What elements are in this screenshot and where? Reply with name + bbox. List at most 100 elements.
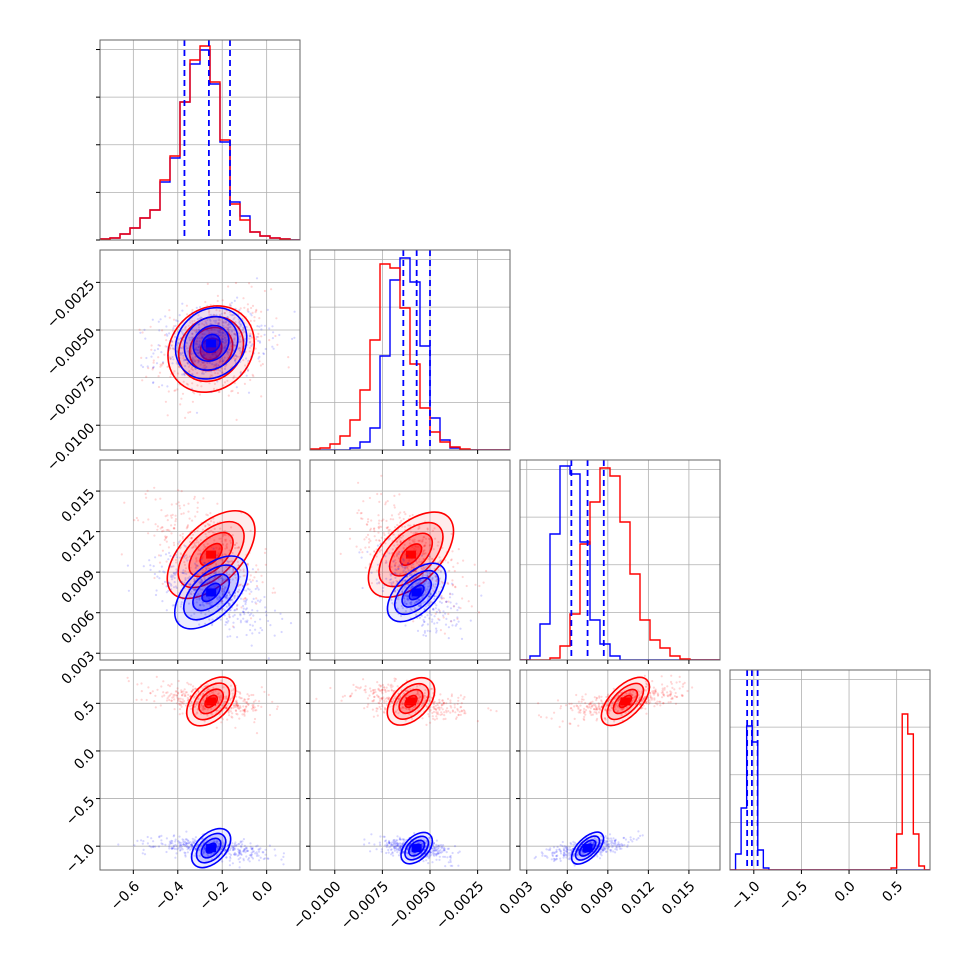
- sample-point: [379, 835, 382, 838]
- sample-point: [175, 694, 178, 697]
- sample-point: [222, 321, 225, 324]
- sample-point: [225, 696, 228, 699]
- sample-point: [153, 486, 156, 489]
- sample-point: [220, 338, 223, 341]
- sample-point: [242, 297, 245, 300]
- sample-point: [188, 370, 191, 373]
- sample-point: [401, 525, 404, 528]
- sample-point: [251, 848, 254, 851]
- sample-point: [157, 375, 160, 378]
- sample-point: [263, 595, 266, 599]
- sample-point: [170, 584, 173, 587]
- sample-point: [369, 690, 373, 693]
- sample-point: [217, 318, 220, 321]
- sample-point: [229, 325, 232, 329]
- sample-point: [222, 320, 225, 323]
- sample-point: [391, 552, 394, 555]
- sample-point: [226, 323, 229, 327]
- sample-point: [193, 392, 196, 395]
- sample-point: [204, 370, 207, 373]
- sample-point: [197, 346, 200, 349]
- sample-point: [180, 845, 183, 848]
- sample-point: [154, 593, 158, 597]
- sample-point: [246, 309, 249, 312]
- sample-point: [444, 717, 447, 721]
- sample-point: [251, 568, 254, 571]
- sample-point: [172, 574, 175, 577]
- sample-point: [366, 550, 369, 554]
- sample-point: [390, 853, 393, 856]
- sample-point: [190, 537, 193, 540]
- sample-point: [267, 693, 270, 697]
- sample-point: [406, 598, 409, 601]
- sample-point: [416, 583, 419, 586]
- sample-point: [170, 578, 174, 581]
- sample-point: [396, 708, 399, 711]
- sample-point: [168, 840, 171, 843]
- sample-point: [398, 846, 401, 849]
- sample-point: [172, 693, 175, 697]
- sample-point: [250, 306, 253, 310]
- sample-point: [477, 611, 481, 614]
- sample-point: [194, 687, 197, 690]
- sample-point: [431, 557, 434, 561]
- sample-point: [171, 355, 174, 359]
- sample-point: [268, 713, 272, 717]
- sample-point: [178, 356, 181, 360]
- sample-point: [228, 615, 231, 618]
- sample-point: [171, 576, 174, 579]
- sample-point: [168, 845, 171, 848]
- sample-point: [239, 575, 242, 578]
- sample-point: [195, 539, 198, 542]
- sample-point: [173, 586, 176, 589]
- sample-point: [392, 854, 395, 857]
- sample-point: [393, 494, 396, 497]
- sample-point: [181, 532, 184, 535]
- sample-point: [398, 493, 401, 496]
- sample-point: [226, 543, 229, 546]
- sample-point: [190, 847, 193, 850]
- sample-point: [201, 601, 204, 604]
- sample-point: [203, 361, 206, 364]
- sample-point: [165, 837, 168, 840]
- sample-point: [191, 332, 194, 335]
- sample-point: [170, 847, 173, 850]
- sample-point: [170, 692, 173, 695]
- sample-point: [421, 567, 424, 570]
- sample-point: [238, 717, 241, 720]
- sample-point: [423, 631, 426, 634]
- peak-blue: [206, 588, 217, 597]
- sample-point: [170, 683, 173, 686]
- sample-point: [221, 579, 224, 582]
- sample-point: [258, 325, 261, 328]
- sample-point: [209, 319, 212, 322]
- sample-point: [278, 333, 281, 337]
- sample-point: [216, 380, 219, 383]
- sample-point: [431, 577, 434, 580]
- sample-point: [234, 726, 237, 729]
- sample-point: [594, 708, 597, 711]
- sample-point: [180, 330, 183, 333]
- sample-point: [223, 609, 226, 612]
- sample-point: [218, 842, 221, 846]
- sample-point: [412, 540, 415, 543]
- sample-point: [396, 835, 399, 838]
- sample-point: [183, 336, 186, 339]
- sample-point: [200, 572, 204, 575]
- sample-point: [224, 365, 227, 368]
- sample-point: [413, 540, 416, 543]
- sample-point: [388, 846, 391, 849]
- sample-point: [463, 710, 466, 713]
- sample-point: [598, 707, 601, 711]
- sample-point: [185, 845, 188, 848]
- sample-point: [235, 699, 238, 702]
- sample-point: [221, 535, 225, 538]
- sample-point: [434, 849, 437, 852]
- sample-point: [195, 598, 199, 601]
- sample-point: [253, 316, 256, 319]
- sample-point: [225, 545, 228, 549]
- sample-point: [198, 326, 201, 329]
- sample-point: [249, 574, 252, 577]
- sample-point: [381, 705, 384, 708]
- sample-point: [258, 341, 262, 344]
